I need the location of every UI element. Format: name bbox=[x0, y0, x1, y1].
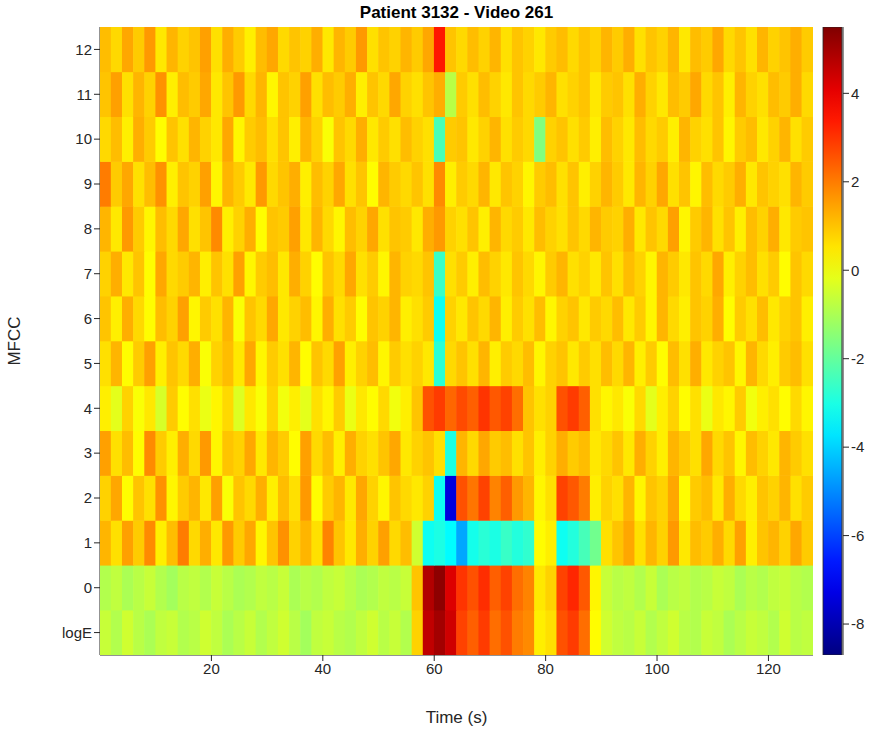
svg-text:20: 20 bbox=[203, 660, 220, 677]
svg-text:2: 2 bbox=[84, 489, 92, 506]
svg-text:8: 8 bbox=[84, 220, 92, 237]
svg-text:40: 40 bbox=[314, 660, 331, 677]
svg-text:6: 6 bbox=[84, 310, 92, 327]
svg-text:Time (s): Time (s) bbox=[426, 708, 488, 727]
svg-text:-6: -6 bbox=[851, 527, 864, 544]
svg-text:120: 120 bbox=[756, 660, 781, 677]
svg-text:100: 100 bbox=[645, 660, 670, 677]
svg-text:2: 2 bbox=[851, 173, 859, 190]
svg-text:10: 10 bbox=[75, 130, 92, 147]
svg-text:3: 3 bbox=[84, 444, 92, 461]
svg-text:4: 4 bbox=[851, 85, 859, 102]
html-text:Patient 3132 - Video 261: Patient 3132 - Video 261 bbox=[359, 3, 554, 22]
svg-text:9: 9 bbox=[84, 175, 92, 192]
svg-text:7: 7 bbox=[84, 265, 92, 282]
svg-text:logE: logE bbox=[62, 624, 92, 641]
svg-text:-8: -8 bbox=[851, 615, 864, 632]
svg-text:0: 0 bbox=[851, 262, 859, 279]
svg-text:80: 80 bbox=[537, 660, 554, 677]
svg-text:1: 1 bbox=[84, 534, 92, 551]
svg-text:12: 12 bbox=[75, 41, 92, 58]
svg-text:4: 4 bbox=[84, 400, 92, 417]
svg-text:5: 5 bbox=[84, 355, 92, 372]
svg-text:-4: -4 bbox=[851, 438, 864, 455]
svg-text:-2: -2 bbox=[851, 350, 864, 367]
svg-text:0: 0 bbox=[84, 579, 92, 596]
svg-text:60: 60 bbox=[426, 660, 443, 677]
svg-text:11: 11 bbox=[76, 86, 92, 103]
svg-text:MFCC: MFCC bbox=[5, 316, 24, 365]
